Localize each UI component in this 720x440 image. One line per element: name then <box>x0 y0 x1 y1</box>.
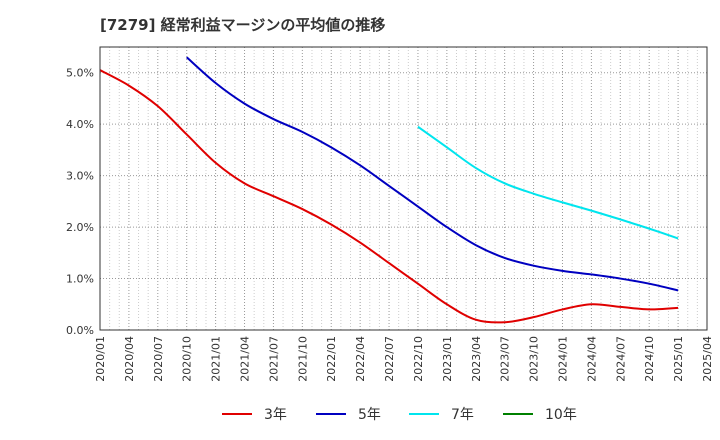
x-tick-label: 2021/10 <box>296 336 309 382</box>
x-axis-ticks: 2020/01 2020/04 2020/07 2020/10 2021/01 2021/… <box>94 336 714 382</box>
x-tick-label: 2024/04 <box>585 336 598 382</box>
x-tick-label: 2023/10 <box>528 336 541 382</box>
x-tick-label: 2022/01 <box>325 336 338 382</box>
x-tick-label: 2022/07 <box>383 336 396 382</box>
series-line-2 <box>186 56 679 292</box>
legend-label-1: 3年 <box>264 407 287 423</box>
y-tick-label: 2.0% <box>66 221 94 234</box>
y-tick-label: 1.0% <box>66 273 94 286</box>
x-tick-label: 2020/10 <box>181 336 194 382</box>
series-lines <box>99 56 679 324</box>
y-axis-ticks: 0.0% 1.0% 2.0% 3.0% 4.0% 5.0% <box>66 67 94 337</box>
x-tick-label: 2023/01 <box>441 336 454 382</box>
legend-label-4: 10年 <box>545 407 577 423</box>
plot-frame <box>99 46 708 331</box>
x-tick-label: 2024/01 <box>556 336 569 382</box>
x-tick-label: 2021/07 <box>267 336 280 382</box>
x-tick-label: 2025/01 <box>672 336 685 382</box>
x-tick-label: 2023/04 <box>470 336 483 382</box>
x-tick-label: 2020/07 <box>152 336 165 382</box>
x-tick-label: 2021/04 <box>239 336 252 382</box>
x-tick-label: 2024/10 <box>643 336 656 382</box>
x-tick-label: 2024/07 <box>614 336 627 382</box>
chart-title: [7279] 経常利益マージンの平均値の推移 <box>100 16 385 34</box>
x-tick-label: 2022/04 <box>354 336 367 382</box>
y-tick-label: 3.0% <box>66 170 94 183</box>
x-tick-label: 2022/10 <box>412 336 425 382</box>
x-tick-label: 2021/01 <box>210 336 223 382</box>
y-tick-label: 0.0% <box>66 324 94 337</box>
y-tick-label: 4.0% <box>66 118 94 131</box>
y-tick-label: 5.0% <box>66 67 94 80</box>
legend: 3年 5年 7年 10年 <box>222 407 577 423</box>
x-tick-label: 2020/01 <box>94 336 107 382</box>
series-line-1 <box>99 69 679 324</box>
x-tick-label: 2023/07 <box>499 336 512 382</box>
series-line-3 <box>417 125 679 240</box>
grid <box>100 47 707 330</box>
legend-label-2: 5年 <box>358 407 381 423</box>
x-tick-label: 2025/04 <box>701 336 714 382</box>
x-tick-label: 2020/04 <box>123 336 136 382</box>
legend-label-3: 7年 <box>451 407 474 423</box>
